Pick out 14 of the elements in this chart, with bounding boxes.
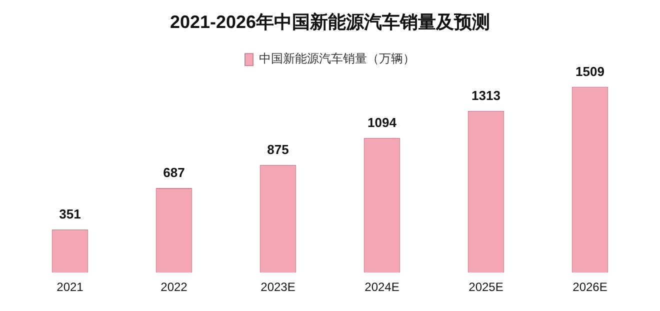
x-tick-label: 2022	[160, 280, 188, 294]
legend-label: 中国新能源汽车销量（万辆）	[259, 52, 415, 66]
data-label: 1509	[576, 64, 604, 79]
x-tick-label: 2024E	[364, 280, 400, 294]
data-label: 687	[163, 165, 185, 180]
x-tick-label: 2023E	[260, 280, 296, 294]
data-label: 875	[267, 142, 289, 157]
data-label: 1313	[472, 88, 500, 104]
data-label: 1094	[368, 114, 398, 130]
x-tick-label: 2025E	[468, 280, 504, 294]
data-label: 351	[59, 206, 81, 222]
x-tick-label: 2026E	[572, 280, 608, 294]
x-tick-label: 2021	[56, 280, 84, 294]
chart-title: 2021-2026年中国新能源汽车销量及预测	[170, 12, 490, 32]
